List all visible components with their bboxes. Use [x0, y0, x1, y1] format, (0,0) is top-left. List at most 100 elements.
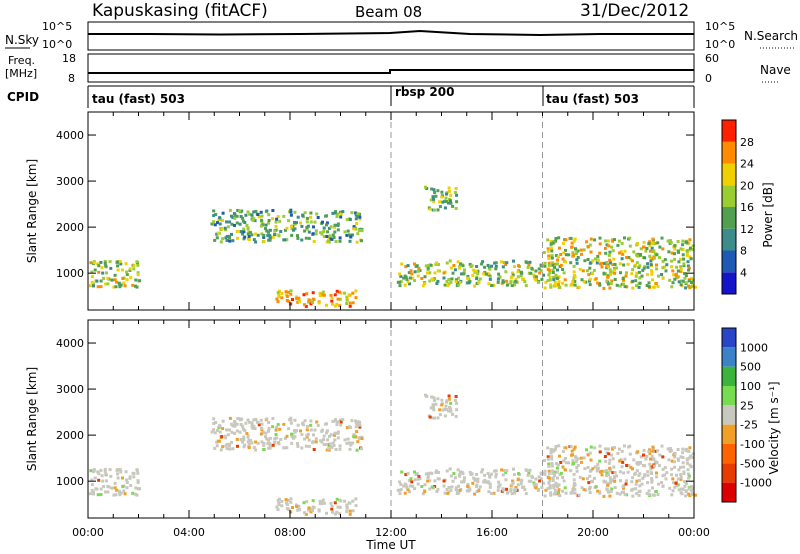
echo-cell: [345, 506, 349, 510]
echo-cell: [345, 441, 349, 445]
echo-cell: [510, 492, 514, 496]
echo-cell: [102, 276, 106, 280]
echo-cell: [655, 253, 659, 257]
echo-cell: [329, 501, 333, 505]
echo-cell: [339, 420, 343, 424]
echo-cell: [410, 272, 414, 276]
echo-cell: [557, 488, 561, 492]
echo-cell: [621, 277, 625, 281]
echo-cell: [675, 484, 679, 488]
echo-cell: [635, 479, 639, 483]
echo-cell: [548, 276, 552, 280]
echo-cell: [322, 434, 326, 438]
echo-cell: [413, 270, 417, 274]
echo-cell: [645, 284, 649, 287]
echo-cell: [260, 440, 264, 444]
echo-cell: [228, 239, 232, 243]
echo-cell: [304, 304, 308, 308]
echo-cell: [618, 459, 622, 463]
echo-cell: [452, 264, 456, 267]
echo-cell: [534, 483, 538, 487]
echo-cell: [628, 444, 632, 448]
echo-cell: [613, 446, 616, 450]
echo-cell: [360, 229, 364, 233]
beam-title: Beam 08: [355, 3, 422, 21]
echo-cell: [274, 433, 278, 436]
echo-cell: [293, 210, 297, 214]
echo-cell: [96, 493, 100, 497]
echo-cell: [661, 266, 665, 270]
echo-cell: [434, 402, 438, 406]
echo-cell: [121, 476, 124, 480]
echo-cell: [538, 271, 542, 275]
echo-cell: [354, 211, 358, 215]
echo-cell: [546, 457, 550, 461]
echo-cell: [668, 486, 672, 490]
echo-cell: [292, 228, 295, 232]
echo-cell: [629, 465, 633, 469]
echo-cell: [290, 233, 294, 237]
echo-cell: [635, 492, 639, 496]
colorbar-segment: [722, 120, 736, 142]
echo-cell: [336, 222, 340, 226]
echo-cell: [675, 276, 679, 280]
echo-cell: [242, 230, 246, 234]
echo-cell: [236, 417, 240, 420]
echo-cell: [443, 199, 447, 203]
velocity-frame: [87, 319, 695, 519]
echo-cell: [233, 214, 237, 218]
echo-cell: [465, 489, 469, 493]
echo-cell: [557, 483, 561, 487]
echo-cell: [347, 233, 351, 237]
echo-cell: [564, 248, 567, 252]
noise-left-label: N.Sky: [5, 33, 39, 47]
echo-cell: [305, 225, 309, 229]
echo-cell: [454, 486, 458, 490]
echo-cell: [558, 494, 562, 498]
echo-cell: [268, 443, 272, 447]
echo-cell: [311, 232, 315, 236]
echo-cell: [300, 446, 304, 450]
y-tick-label: 1000: [56, 475, 84, 488]
echo-cell: [478, 485, 482, 489]
echo-cell: [635, 284, 639, 288]
echo-cell: [571, 251, 575, 255]
echo-cell: [694, 285, 697, 289]
echo-cell: [90, 478, 94, 482]
echo-cell: [215, 236, 219, 240]
echo-cell: [510, 275, 514, 279]
echo-cell: [290, 441, 294, 445]
echo-cell: [239, 423, 243, 426]
echo-cell: [306, 224, 310, 228]
echo-cell: [97, 264, 101, 268]
echo-cell: [550, 249, 554, 253]
echo-cell: [289, 213, 293, 217]
echo-cell: [273, 229, 277, 233]
echo-cell: [635, 469, 639, 473]
echo-cell: [330, 505, 334, 508]
echo-cell: [326, 438, 330, 442]
echo-cell: [584, 280, 588, 284]
echo-cell: [224, 228, 228, 232]
echo-cell: [443, 414, 447, 418]
echo-cell: [413, 279, 417, 283]
echo-cell: [486, 263, 490, 267]
echo-cell: [322, 438, 326, 441]
echo-cell: [303, 211, 307, 215]
echo-cell: [231, 447, 235, 451]
echo-cell: [676, 448, 680, 451]
echo-cell: [252, 217, 256, 221]
echo-cell: [587, 273, 591, 277]
echo-cell: [576, 249, 580, 253]
echo-cell: [119, 262, 123, 266]
echo-region: [396, 467, 546, 496]
echo-cell: [512, 467, 515, 471]
echo-cell: [450, 277, 454, 281]
echo-cell: [296, 300, 300, 304]
echo-cell: [406, 264, 410, 268]
echo-cell: [598, 242, 602, 246]
echo-cell: [547, 264, 551, 268]
echo-cell: [296, 444, 300, 448]
echo-cell: [335, 302, 339, 306]
echo-cell: [411, 484, 415, 488]
